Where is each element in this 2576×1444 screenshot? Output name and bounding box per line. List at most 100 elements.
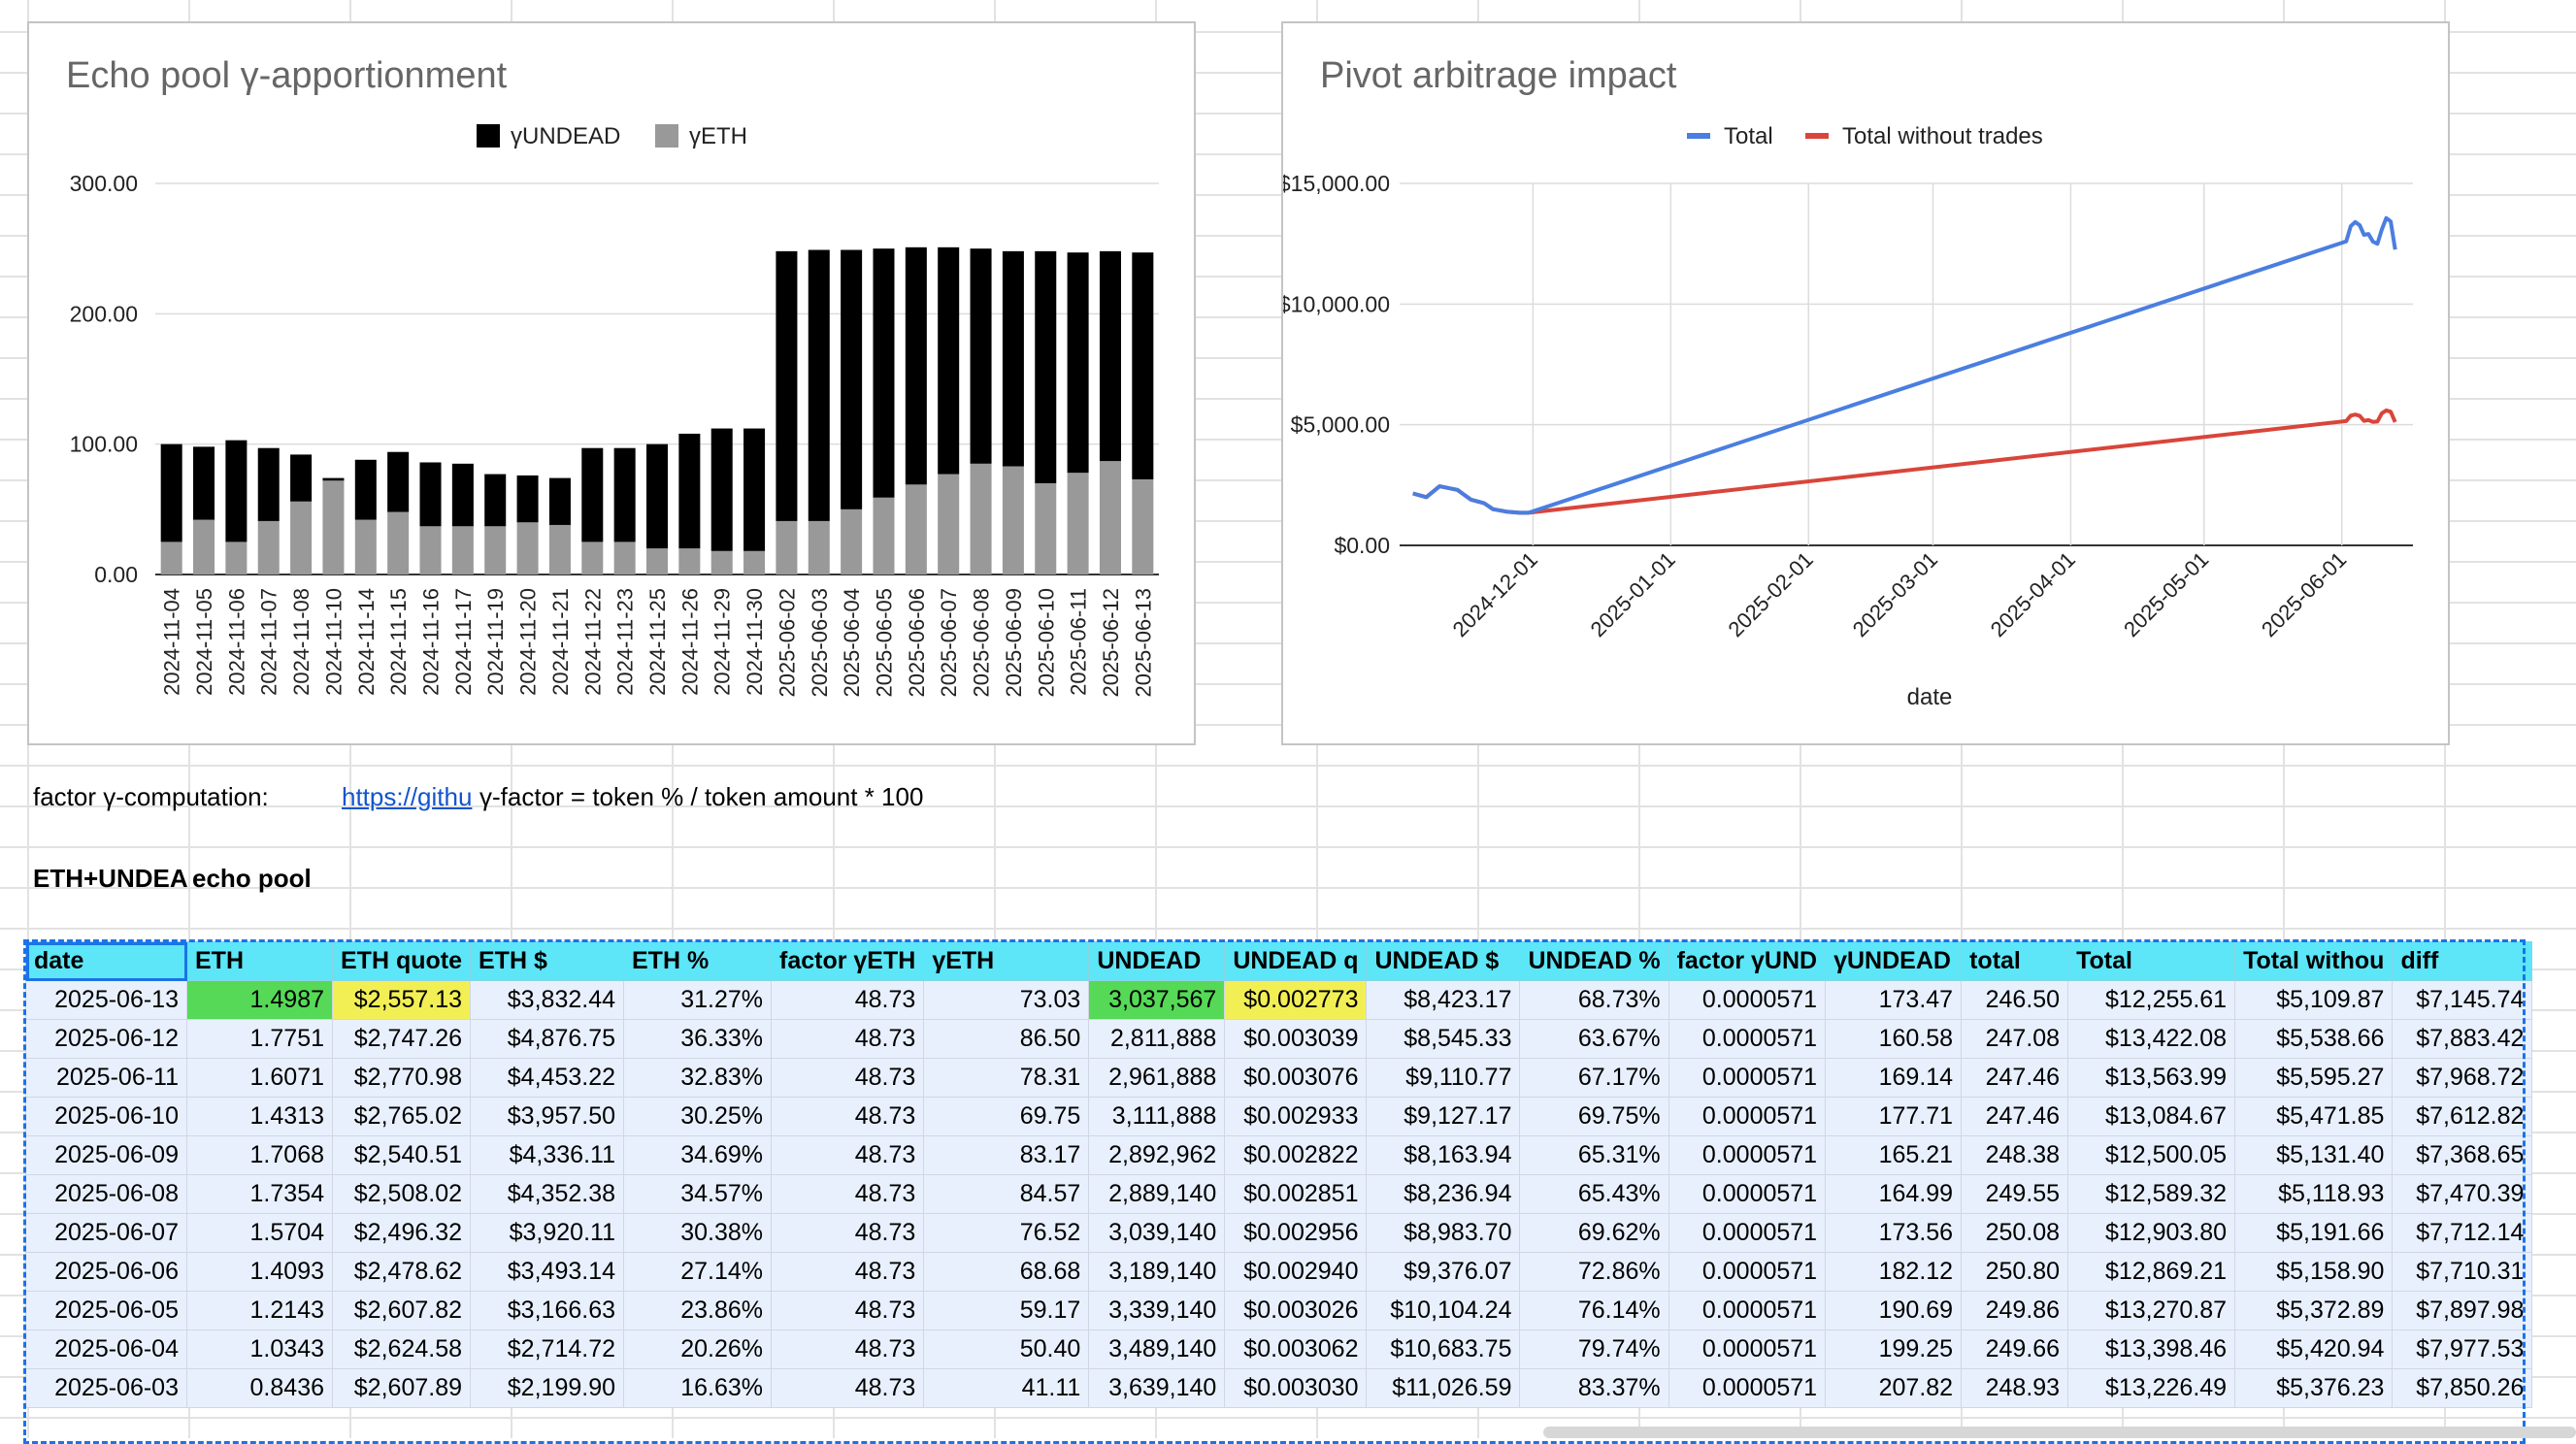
table-cell[interactable]: 0.0000571 xyxy=(1668,1097,1827,1136)
table-cell[interactable]: 2025-06-10 xyxy=(25,1097,187,1136)
table-cell[interactable]: 16.63% xyxy=(623,1368,772,1408)
table-cell[interactable]: 2025-06-05 xyxy=(25,1291,187,1330)
table-cell[interactable]: $13,084.67 xyxy=(2067,1097,2236,1136)
table-cell[interactable]: $0.002851 xyxy=(1224,1174,1368,1214)
table-cell[interactable]: 249.86 xyxy=(1961,1291,2069,1330)
table-cell[interactable]: 3,111,888 xyxy=(1088,1097,1226,1136)
table-cell[interactable]: $9,110.77 xyxy=(1366,1058,1521,1098)
table-cell[interactable]: 30.25% xyxy=(623,1097,772,1136)
table-cell[interactable]: $10,104.24 xyxy=(1366,1291,1521,1330)
table-cell[interactable]: $2,199.90 xyxy=(470,1368,624,1408)
column-header[interactable]: ETH % xyxy=(623,941,772,981)
table-cell[interactable]: 177.71 xyxy=(1825,1097,1963,1136)
table-cell[interactable]: $0.003076 xyxy=(1224,1058,1368,1098)
table-cell[interactable]: 48.73 xyxy=(770,1291,925,1330)
column-header[interactable]: UNDEAD q xyxy=(1224,941,1368,981)
table-cell[interactable]: $7,712.14 xyxy=(2392,1213,2533,1253)
table-cell[interactable]: $5,372.89 xyxy=(2234,1291,2394,1330)
table-cell[interactable]: 48.73 xyxy=(770,1213,925,1253)
table-cell[interactable]: $3,493.14 xyxy=(470,1252,624,1292)
table-cell[interactable]: 246.50 xyxy=(1961,980,2069,1020)
table-cell[interactable]: 2,961,888 xyxy=(1088,1058,1226,1098)
table-cell[interactable]: 2,889,140 xyxy=(1088,1174,1226,1214)
table-cell[interactable]: 72.86% xyxy=(1519,1252,1669,1292)
table-cell[interactable]: 169.14 xyxy=(1825,1058,1963,1098)
table-cell[interactable]: $2,496.32 xyxy=(332,1213,471,1253)
table-cell[interactable]: 67.17% xyxy=(1519,1058,1669,1098)
table-cell[interactable]: 69.62% xyxy=(1519,1213,1669,1253)
table-cell[interactable]: $9,376.07 xyxy=(1366,1252,1521,1292)
table-cell[interactable]: 2,892,962 xyxy=(1088,1135,1226,1175)
table-cell[interactable]: $7,470.39 xyxy=(2392,1174,2533,1214)
table-cell[interactable]: 84.57 xyxy=(923,1174,1090,1214)
table-cell[interactable]: $7,883.42 xyxy=(2392,1019,2533,1059)
table-cell[interactable]: $5,595.27 xyxy=(2234,1058,2394,1098)
column-header[interactable]: γUNDEAD xyxy=(1825,941,1963,981)
table-cell[interactable]: $5,118.93 xyxy=(2234,1174,2394,1214)
column-header[interactable]: Total xyxy=(2067,941,2236,981)
table-cell[interactable]: $13,422.08 xyxy=(2067,1019,2236,1059)
table-cell[interactable]: $11,026.59 xyxy=(1366,1368,1521,1408)
table-cell[interactable]: $7,368.65 xyxy=(2392,1135,2533,1175)
table-cell[interactable]: $7,612.82 xyxy=(2392,1097,2533,1136)
table-cell[interactable]: 3,339,140 xyxy=(1088,1291,1226,1330)
table-cell[interactable]: 1.2143 xyxy=(186,1291,333,1330)
table-cell[interactable]: 83.37% xyxy=(1519,1368,1669,1408)
table-cell[interactable]: 76.14% xyxy=(1519,1291,1669,1330)
table-cell[interactable]: 48.73 xyxy=(770,1174,925,1214)
table-cell[interactable]: $7,850.26 xyxy=(2392,1368,2533,1408)
table-cell[interactable]: $0.002822 xyxy=(1224,1135,1368,1175)
table-cell[interactable]: 73.03 xyxy=(923,980,1090,1020)
table-cell[interactable]: $0.003062 xyxy=(1224,1329,1368,1369)
table-cell[interactable]: 0.0000571 xyxy=(1668,1291,1827,1330)
table-cell[interactable]: $3,957.50 xyxy=(470,1097,624,1136)
table-cell[interactable]: $12,903.80 xyxy=(2067,1213,2236,1253)
table-cell[interactable]: 164.99 xyxy=(1825,1174,1963,1214)
table-cell[interactable]: 65.43% xyxy=(1519,1174,1669,1214)
table-cell[interactable]: 48.73 xyxy=(770,1135,925,1175)
table-cell[interactable]: 48.73 xyxy=(770,1097,925,1136)
table-cell[interactable]: 34.57% xyxy=(623,1174,772,1214)
table-cell[interactable]: 20.26% xyxy=(623,1329,772,1369)
table-cell[interactable]: $4,352.38 xyxy=(470,1174,624,1214)
table-cell[interactable]: 1.7068 xyxy=(186,1135,333,1175)
table-cell[interactable]: 34.69% xyxy=(623,1135,772,1175)
table-cell[interactable]: 59.17 xyxy=(923,1291,1090,1330)
table-cell[interactable]: $5,158.90 xyxy=(2234,1252,2394,1292)
table-cell[interactable]: $7,968.72 xyxy=(2392,1058,2533,1098)
table-cell[interactable]: 23.86% xyxy=(623,1291,772,1330)
table-cell[interactable]: 248.38 xyxy=(1961,1135,2069,1175)
table-cell[interactable]: 3,189,140 xyxy=(1088,1252,1226,1292)
table-cell[interactable]: $0.002933 xyxy=(1224,1097,1368,1136)
table-cell[interactable]: 2025-06-06 xyxy=(25,1252,187,1292)
column-header[interactable]: UNDEAD xyxy=(1088,941,1226,981)
table-cell[interactable]: $0.003039 xyxy=(1224,1019,1368,1059)
table-cell[interactable]: 0.0000571 xyxy=(1668,1213,1827,1253)
factor-link[interactable]: https://githu xyxy=(342,782,473,811)
table-cell[interactable]: $2,624.58 xyxy=(332,1329,471,1369)
table-cell[interactable]: $2,557.13 xyxy=(332,980,471,1020)
table-cell[interactable]: $5,471.85 xyxy=(2234,1097,2394,1136)
table-cell[interactable]: 249.66 xyxy=(1961,1329,2069,1369)
table-cell[interactable]: 78.31 xyxy=(923,1058,1090,1098)
table-cell[interactable]: 2025-06-08 xyxy=(25,1174,187,1214)
table-cell[interactable]: 2025-06-13 xyxy=(25,980,187,1020)
table-cell[interactable]: $2,607.89 xyxy=(332,1368,471,1408)
table-cell[interactable]: 83.17 xyxy=(923,1135,1090,1175)
table-cell[interactable]: 3,037,567 xyxy=(1088,980,1226,1020)
table-cell[interactable]: $0.002956 xyxy=(1224,1213,1368,1253)
table-cell[interactable]: 1.7354 xyxy=(186,1174,333,1214)
table-cell[interactable]: 0.0000571 xyxy=(1668,1058,1827,1098)
table-cell[interactable]: 76.52 xyxy=(923,1213,1090,1253)
table-cell[interactable]: $2,478.62 xyxy=(332,1252,471,1292)
table-cell[interactable]: 2025-06-12 xyxy=(25,1019,187,1059)
table-cell[interactable]: $4,453.22 xyxy=(470,1058,624,1098)
table-cell[interactable]: 2,811,888 xyxy=(1088,1019,1226,1059)
table-cell[interactable]: 1.0343 xyxy=(186,1329,333,1369)
table-cell[interactable]: 0.0000571 xyxy=(1668,1135,1827,1175)
table-cell[interactable]: $0.002773 xyxy=(1224,980,1368,1020)
table-cell[interactable]: 30.38% xyxy=(623,1213,772,1253)
table-cell[interactable]: $3,832.44 xyxy=(470,980,624,1020)
table-cell[interactable]: 2025-06-09 xyxy=(25,1135,187,1175)
horizontal-scrollbar[interactable] xyxy=(1543,1427,2576,1438)
